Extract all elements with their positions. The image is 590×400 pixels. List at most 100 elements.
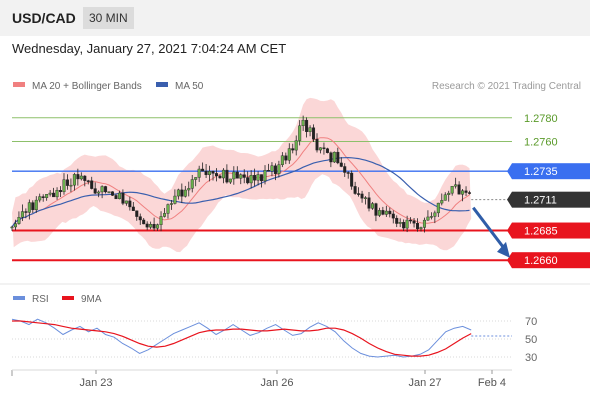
- bullish-candle-body: [263, 170, 267, 182]
- candle: [176, 188, 180, 200]
- candle: [370, 201, 374, 210]
- rsi-tick-label: 70: [525, 316, 537, 328]
- bearish-candle-body: [412, 220, 416, 224]
- bearish-candle-body: [242, 174, 246, 178]
- symbol-title: USD/CAD: [12, 10, 76, 26]
- candle: [266, 163, 270, 172]
- bearish-candle-body: [214, 173, 218, 177]
- candle: [76, 168, 80, 186]
- candle: [405, 215, 409, 233]
- candle: [291, 143, 295, 154]
- bullish-candle-body: [183, 189, 187, 197]
- bullish-candle-body: [169, 203, 173, 205]
- bearish-candle-body: [409, 219, 413, 222]
- level-label-1.2711: 1.2711: [524, 195, 557, 207]
- bearish-candle-body: [135, 210, 139, 217]
- bearish-candle-body: [312, 127, 316, 140]
- bullish-candle-body: [34, 199, 38, 211]
- candle: [454, 177, 458, 189]
- bullish-candle-body: [461, 190, 465, 195]
- bearish-candle-body: [131, 206, 135, 211]
- bearish-candle-body: [325, 148, 329, 153]
- candle: [419, 226, 423, 232]
- candle: [117, 190, 121, 200]
- bearish-candle-body: [104, 186, 108, 193]
- candle: [301, 115, 305, 131]
- candle: [135, 210, 139, 221]
- candle: [395, 215, 399, 228]
- bearish-candle-body: [90, 180, 94, 189]
- bullish-candle-body: [454, 184, 458, 187]
- candle: [246, 171, 250, 185]
- candle: [350, 170, 354, 190]
- candle: [131, 202, 135, 211]
- bullish-candle-body: [163, 213, 167, 217]
- bullish-candle-body: [429, 216, 433, 218]
- candle: [194, 177, 198, 187]
- bearish-candle-body: [65, 179, 69, 186]
- bearish-candle-body: [138, 216, 142, 221]
- candle: [100, 185, 104, 199]
- x-tick-label: Feb 4: [478, 377, 506, 389]
- candle: [24, 208, 28, 219]
- bearish-candle-body: [204, 170, 208, 175]
- x-tick-label: Jan 27: [408, 377, 441, 389]
- bearish-candle-body: [305, 119, 309, 132]
- bullish-candle-body: [294, 140, 298, 151]
- candle: [325, 147, 329, 154]
- bullish-candle-body: [69, 184, 73, 187]
- candle: [412, 218, 416, 228]
- candle: [156, 223, 160, 231]
- bullish-candle-body: [156, 224, 160, 229]
- bearish-candle-body: [180, 189, 184, 197]
- bullish-candle-body: [173, 195, 177, 204]
- candle: [83, 175, 87, 187]
- bullish-candle-body: [398, 222, 402, 224]
- candle: [17, 211, 21, 225]
- ma20-legend-label: MA 20 + Bollinger Bands: [32, 81, 142, 92]
- candle: [232, 166, 236, 185]
- candle: [468, 190, 472, 195]
- candle: [31, 200, 35, 213]
- candle: [294, 135, 298, 156]
- bearish-candle-body: [128, 200, 132, 208]
- candle: [138, 213, 142, 225]
- bullish-candle-body: [208, 171, 212, 175]
- bullish-candle-body: [436, 202, 440, 214]
- bullish-candle-body: [277, 164, 281, 174]
- candle: [183, 185, 187, 198]
- bearish-candle-body: [350, 172, 354, 187]
- bearish-candle-body: [86, 180, 90, 182]
- candle: [450, 185, 454, 196]
- candle: [360, 190, 364, 203]
- bullish-candle-body: [100, 186, 104, 193]
- bearish-candle-body: [360, 193, 364, 199]
- candle: [180, 183, 184, 203]
- candle: [384, 205, 388, 218]
- bullish-candle-body: [187, 188, 191, 191]
- bullish-candle-body: [62, 179, 66, 193]
- candle: [339, 157, 343, 168]
- candles: [10, 115, 472, 233]
- bearish-candle-body: [121, 192, 125, 204]
- rsi-line: [11, 318, 472, 358]
- level-label-1.2780: 1.2780: [524, 113, 558, 125]
- bearish-candle-body: [336, 151, 340, 164]
- bearish-candle-body: [391, 213, 395, 219]
- timeframe-button[interactable]: 30 MIN: [83, 7, 134, 29]
- candle: [211, 170, 215, 181]
- level-tag-notch: [507, 163, 512, 180]
- bullish-candle-body: [159, 216, 163, 225]
- rsi-tick-label: 50: [525, 334, 537, 346]
- candle: [38, 193, 42, 203]
- candle: [235, 166, 239, 179]
- bullish-candle-body: [20, 211, 24, 218]
- bearish-candle-body: [381, 210, 385, 215]
- bullish-candle-body: [422, 219, 426, 228]
- rsi-legend-label: RSI: [32, 294, 49, 305]
- level-tag-notch: [507, 252, 512, 269]
- candle: [357, 187, 361, 197]
- bearish-candle-body: [416, 223, 420, 230]
- candle: [163, 208, 167, 218]
- bearish-candle-body: [31, 202, 35, 211]
